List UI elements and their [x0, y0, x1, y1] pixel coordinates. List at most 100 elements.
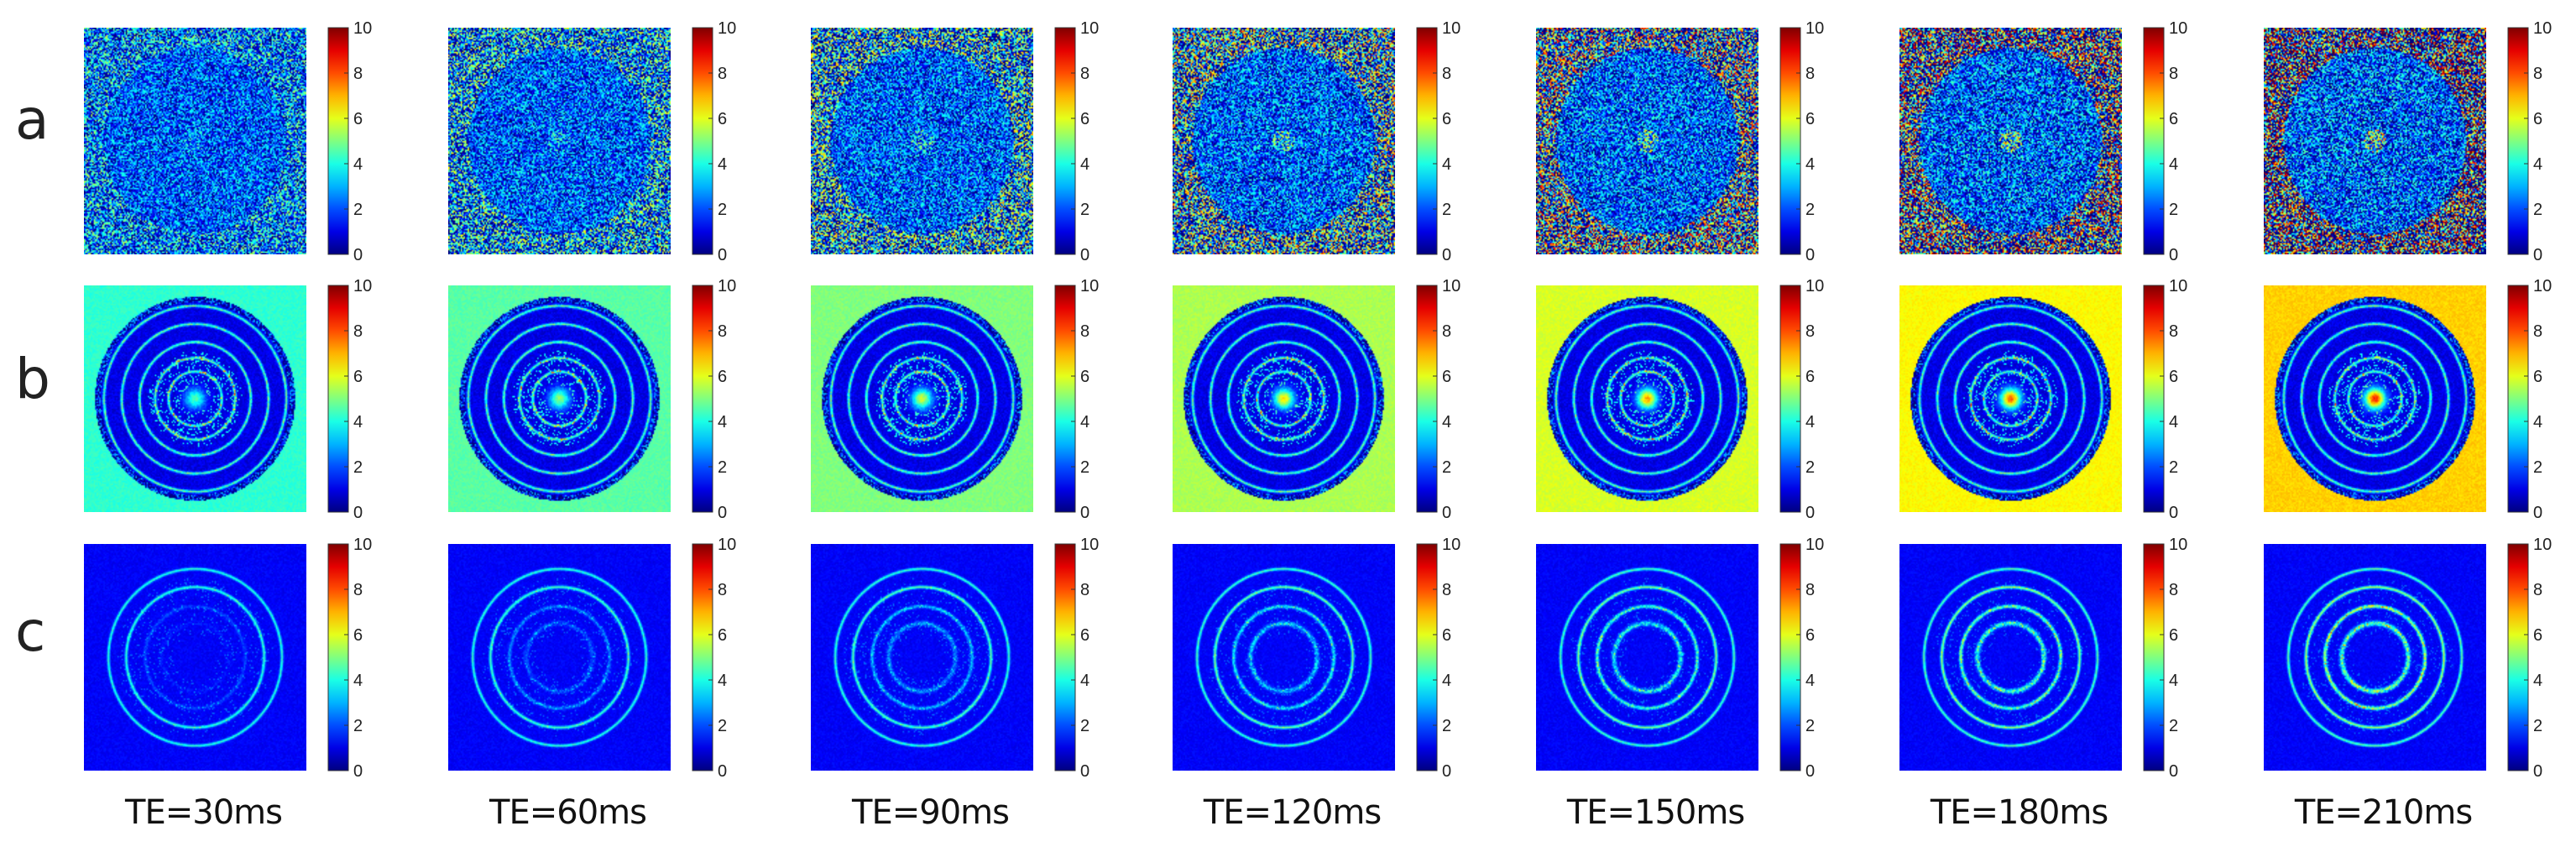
colorbar-tick-label: 0 — [353, 246, 363, 263]
colorbar-gradient — [2507, 285, 2529, 513]
map-panel-b-5 — [1536, 285, 1758, 512]
row-label-b: b — [15, 347, 50, 411]
map-panel-c-7 — [2264, 544, 2486, 771]
colorbar-c-3: 0 2 4 6 8 10 — [1054, 536, 1099, 779]
colorbar-tick-label: 2 — [1805, 201, 1815, 219]
colorbar-tick-label: 2 — [718, 201, 727, 219]
colorbar-tick-label: 4 — [1442, 155, 1451, 174]
colorbar-tick-label: 6 — [1442, 110, 1451, 128]
colorbar-tick-label: 10 — [2169, 19, 2187, 38]
colorbar-tick-label: 2 — [2169, 458, 2178, 477]
colorbar-tick-label: 8 — [718, 65, 727, 83]
column-label-te: TE=120ms — [1203, 793, 1382, 832]
colorbar-tick-label: 8 — [353, 322, 363, 341]
map-panel-a-3 — [811, 28, 1033, 254]
colorbar-gradient — [1416, 543, 1438, 771]
colorbar-tick-label: 4 — [1805, 672, 1815, 690]
colorbar-tick-label: 0 — [2169, 504, 2178, 520]
colorbar-tick-label: 10 — [718, 19, 736, 38]
colorbar-tick-label: 2 — [2533, 458, 2542, 477]
colorbar-b-4: 0 2 4 6 8 10 — [1416, 277, 1460, 520]
colorbar-gradient — [1054, 285, 1076, 513]
colorbar-tick-label: 8 — [1442, 65, 1451, 83]
colorbar-tick-label: 2 — [1805, 458, 1815, 477]
colorbar-tick-label: 0 — [1805, 504, 1815, 520]
colorbar-tick-label: 4 — [1080, 155, 1089, 174]
colorbar-tick-label: 4 — [353, 672, 363, 690]
colorbar-c-5: 0 2 4 6 8 10 — [1779, 536, 1824, 779]
colorbar-tick-label: 8 — [2533, 65, 2542, 83]
colorbar-tick-label: 10 — [1080, 536, 1099, 554]
colorbar-a-5: 0 2 4 6 8 10 — [1779, 19, 1824, 263]
colorbar-gradient — [327, 543, 349, 771]
colorbar-gradient — [2507, 27, 2529, 255]
colorbar-tick-label: 6 — [1805, 110, 1815, 128]
map-panel-b-3 — [811, 285, 1033, 512]
colorbar-b-2: 0 2 4 6 8 10 — [692, 277, 736, 520]
colorbar-tick-label: 10 — [718, 536, 736, 554]
colorbar-tick-label: 2 — [353, 717, 363, 735]
map-panel-c-4 — [1173, 544, 1395, 771]
map-panel-a-1 — [84, 28, 306, 254]
colorbar-gradient — [1779, 27, 1801, 255]
map-panel-b-6 — [1899, 285, 2122, 512]
column-label-te: TE=150ms — [1566, 793, 1745, 832]
colorbar-tick-label: 10 — [1080, 19, 1099, 38]
colorbar-tick-label: 0 — [1080, 762, 1089, 779]
colorbar-tick-label: 6 — [353, 368, 363, 386]
colorbar-gradient — [327, 285, 349, 513]
colorbar-tick-label: 0 — [1805, 762, 1815, 779]
colorbar-tick-label: 2 — [1442, 201, 1451, 219]
colorbar-tick-label: 0 — [718, 246, 727, 263]
colorbar-tick-label: 8 — [1805, 322, 1815, 341]
colorbar-tick-label: 2 — [1080, 201, 1089, 219]
colorbar-a-2: 0 2 4 6 8 10 — [692, 19, 736, 263]
colorbar-tick-label: 0 — [2533, 504, 2542, 520]
colorbar-tick-label: 8 — [718, 322, 727, 341]
colorbar-b-6: 0 2 4 6 8 10 — [2143, 277, 2187, 520]
colorbar-tick-label: 0 — [1080, 246, 1089, 263]
colorbar-tick-label: 6 — [2169, 368, 2178, 386]
colorbar-tick-label: 10 — [2169, 277, 2187, 295]
colorbar-tick-label: 6 — [718, 368, 727, 386]
colorbar-tick-label: 2 — [1080, 458, 1089, 477]
map-panel-a-7 — [2264, 28, 2486, 254]
colorbar-tick-label: 2 — [1442, 458, 1451, 477]
map-panel-a-5 — [1536, 28, 1758, 254]
colorbar-tick-label: 4 — [353, 155, 363, 174]
colorbar-tick-label: 0 — [353, 504, 363, 520]
colorbar-b-7: 0 2 4 6 8 10 — [2507, 277, 2552, 520]
map-panel-c-2 — [448, 544, 671, 771]
colorbar-tick-label: 2 — [2533, 717, 2542, 735]
colorbar-tick-label: 0 — [1080, 504, 1089, 520]
colorbar-a-6: 0 2 4 6 8 10 — [2143, 19, 2187, 263]
colorbar-tick-label: 4 — [353, 413, 363, 431]
colorbar-tick-label: 10 — [1442, 277, 1460, 295]
colorbar-tick-label: 4 — [2533, 155, 2542, 174]
colorbar-tick-label: 0 — [353, 762, 363, 779]
colorbar-tick-label: 4 — [2533, 413, 2542, 431]
colorbar-c-4: 0 2 4 6 8 10 — [1416, 536, 1460, 779]
colorbar-tick-label: 0 — [1442, 246, 1451, 263]
colorbar-tick-label: 6 — [2533, 626, 2542, 645]
colorbar-gradient — [1054, 27, 1076, 255]
colorbar-tick-label: 4 — [1805, 155, 1815, 174]
colorbar-a-7: 0 2 4 6 8 10 — [2507, 19, 2552, 263]
column-label-te: TE=60ms — [489, 793, 647, 832]
colorbar-tick-label: 10 — [353, 19, 372, 38]
colorbar-c-7: 0 2 4 6 8 10 — [2507, 536, 2552, 779]
colorbar-tick-label: 2 — [1805, 717, 1815, 735]
colorbar-tick-label: 6 — [2533, 368, 2542, 386]
colorbar-tick-label: 8 — [2169, 322, 2178, 341]
colorbar-tick-label: 10 — [2533, 19, 2552, 38]
colorbar-tick-label: 4 — [2169, 413, 2178, 431]
map-panel-c-6 — [1899, 544, 2122, 771]
colorbar-tick-label: 8 — [2169, 581, 2178, 599]
colorbar-gradient — [692, 543, 713, 771]
colorbar-tick-label: 2 — [718, 717, 727, 735]
colorbar-tick-label: 4 — [1442, 413, 1451, 431]
colorbar-tick-label: 8 — [718, 581, 727, 599]
colorbar-tick-label: 10 — [1442, 536, 1460, 554]
colorbar-tick-label: 2 — [2169, 201, 2178, 219]
